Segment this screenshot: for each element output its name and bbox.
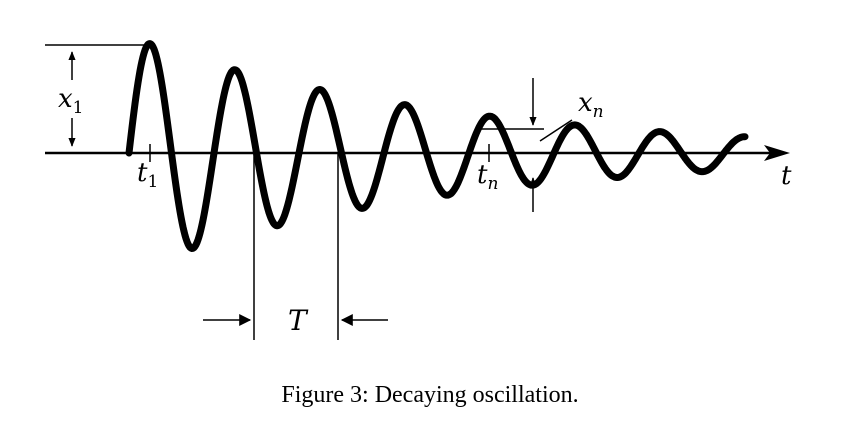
xn-label-sub: n	[593, 102, 604, 122]
t1-label-sub: 1	[147, 172, 158, 192]
oscillation-curve	[125, 40, 749, 252]
t1-label-main: t	[137, 158, 148, 188]
figure-caption: Figure 3: Decaying oscillation.	[281, 382, 578, 408]
t-axis-label: t	[781, 161, 792, 191]
tn-label: tn	[477, 160, 498, 194]
time-axis-arrowhead	[764, 145, 790, 161]
t1-label: t1	[137, 158, 158, 192]
xn-leader-line	[539, 119, 573, 142]
tn-label-main: t	[477, 160, 488, 190]
xn-label: xn	[578, 88, 604, 122]
x1-label: x1	[58, 84, 84, 118]
x1-label-main: x	[58, 84, 73, 114]
period-label: T	[288, 304, 309, 337]
xn-label-main: x	[578, 88, 593, 118]
x1-label-sub: 1	[73, 98, 84, 118]
tn-label-sub: n	[487, 174, 498, 194]
